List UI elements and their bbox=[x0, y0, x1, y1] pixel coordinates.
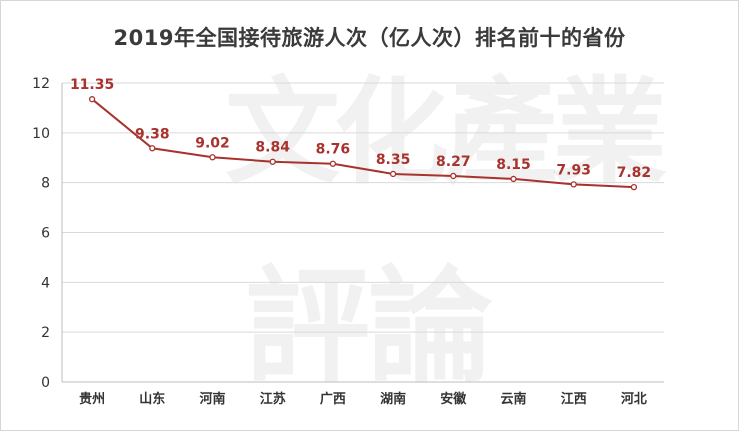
data-label: 7.93 bbox=[556, 162, 591, 178]
x-tick-label: 江西 bbox=[561, 391, 587, 407]
x-tick-label: 安徽 bbox=[440, 391, 467, 407]
data-label: 8.35 bbox=[376, 152, 411, 168]
y-tick-label: 4 bbox=[41, 275, 50, 291]
y-tick-label: 12 bbox=[32, 76, 50, 92]
y-tick-label: 10 bbox=[32, 126, 50, 142]
x-tick-label: 河南 bbox=[199, 391, 225, 407]
data-point bbox=[88, 96, 96, 103]
chart-title: 2019年全国接待旅游人次（亿人次）排名前十的省份 bbox=[113, 26, 626, 50]
data-point bbox=[510, 175, 517, 183]
x-tick-label: 山东 bbox=[139, 391, 165, 407]
x-tick-label: 云南 bbox=[500, 391, 526, 407]
data-point bbox=[389, 170, 397, 178]
x-tick-label: 湖南 bbox=[380, 391, 406, 407]
x-tick-label: 河北 bbox=[621, 391, 647, 407]
y-tick-label: 2 bbox=[41, 325, 50, 341]
x-tick-label: 广西 bbox=[320, 391, 346, 407]
data-label: 7.82 bbox=[617, 165, 652, 181]
y-tick-label: 6 bbox=[41, 226, 50, 242]
y-tick-label: 8 bbox=[41, 176, 50, 192]
data-point bbox=[450, 172, 457, 180]
data-point bbox=[269, 158, 276, 165]
data-label: 11.35 bbox=[70, 77, 114, 93]
data-point bbox=[329, 160, 337, 167]
data-label: 8.27 bbox=[436, 154, 471, 170]
y-tick-label: 0 bbox=[41, 375, 50, 391]
data-point bbox=[209, 154, 216, 161]
series-line bbox=[91, 98, 634, 189]
data-point bbox=[630, 184, 638, 191]
data-label: 9.38 bbox=[135, 126, 170, 142]
data-label: 8.76 bbox=[316, 142, 351, 158]
data-label: 8.84 bbox=[255, 140, 290, 156]
data-label: 8.15 bbox=[496, 157, 531, 173]
x-tick-label: 江苏 bbox=[260, 391, 286, 407]
data-point bbox=[570, 181, 577, 188]
data-point bbox=[149, 145, 156, 152]
x-tick-label: 贵州 bbox=[79, 391, 105, 407]
data-label: 9.02 bbox=[195, 135, 230, 151]
